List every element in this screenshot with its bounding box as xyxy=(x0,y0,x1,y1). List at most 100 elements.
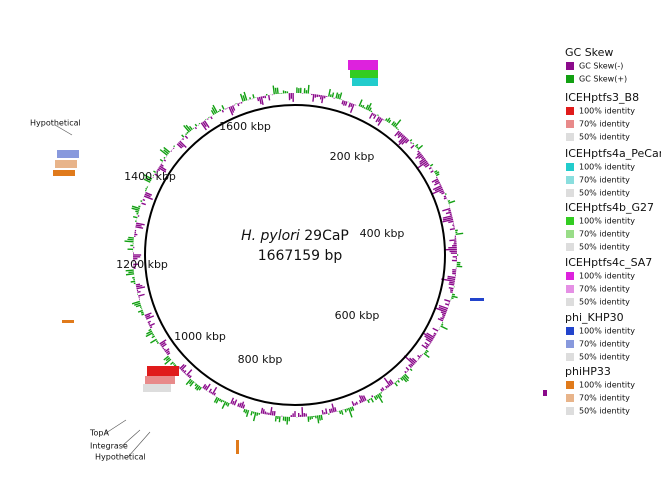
gc-skew-bar xyxy=(141,313,145,316)
legend-label: 50% identity xyxy=(579,298,630,307)
gc-skew-bar xyxy=(368,112,374,119)
gc-skew-bar xyxy=(442,218,454,223)
gc-skew-bar xyxy=(397,128,399,131)
gc-skew-bar xyxy=(252,412,257,422)
gc-skew-bar xyxy=(327,88,331,97)
gc-skew-bar xyxy=(181,369,185,373)
gc-skew-bar xyxy=(355,401,359,405)
gc-skew-bar xyxy=(449,228,455,231)
gc-skew-bar xyxy=(417,357,420,360)
gc-skew-bar xyxy=(177,141,184,148)
gc-skew-bar xyxy=(411,357,418,363)
gc-skew-bar xyxy=(450,291,453,294)
gc-skew-bar xyxy=(395,381,398,383)
gc-skew-bar xyxy=(135,210,139,213)
gc-skew-bar xyxy=(383,377,391,387)
gc-skew-bar xyxy=(262,409,265,414)
gc-skew-bar xyxy=(179,140,187,149)
gc-skew-bar xyxy=(131,205,141,210)
gc-skew-bar xyxy=(442,207,451,212)
gc-skew-bar xyxy=(230,397,235,405)
gc-skew-bar xyxy=(140,200,143,203)
gc-skew-bar xyxy=(442,216,453,221)
gc-skew-bar xyxy=(363,107,366,109)
legend-label: 70% identity xyxy=(579,340,630,349)
gc-skew-bar xyxy=(145,177,152,182)
gc-skew-bar xyxy=(210,391,213,394)
gc-skew-bar xyxy=(230,105,235,113)
gc-skew-bar xyxy=(249,97,252,100)
gc-skew-bar xyxy=(367,102,372,111)
hit-block xyxy=(62,320,74,323)
gc-skew-bar xyxy=(278,416,281,423)
gc-skew-bar xyxy=(205,383,211,391)
gc-skew-bar xyxy=(135,224,142,227)
gc-skew-bar xyxy=(147,320,151,324)
legend-swatch xyxy=(566,394,574,402)
gc-skew-bar xyxy=(256,412,259,416)
gc-skew-bar xyxy=(202,383,207,389)
gc-skew-bar xyxy=(448,283,455,286)
gc-skew-bar xyxy=(140,311,144,314)
gc-skew-bar xyxy=(340,409,344,415)
gc-skew-bar xyxy=(157,168,161,172)
gc-skew-bar xyxy=(173,145,176,148)
gc-skew-bar xyxy=(377,393,384,404)
hit-block xyxy=(57,150,79,158)
gc-skew-bar xyxy=(347,407,353,418)
gc-skew-bar xyxy=(321,95,324,104)
gc-skew-bar xyxy=(135,283,141,286)
gc-skew-bar xyxy=(416,160,428,170)
gc-skew-bar xyxy=(184,135,189,139)
gc-skew-bar xyxy=(385,118,388,122)
gc-skew-bar xyxy=(176,143,183,149)
gc-skew-bar xyxy=(220,399,223,403)
gc-skew-bar xyxy=(149,322,155,327)
position-label: 1600 kbp xyxy=(219,120,271,133)
gc-skew-bar xyxy=(145,332,154,338)
gc-skew-bar xyxy=(226,402,230,407)
hit-block xyxy=(348,60,378,70)
legend-label: 50% identity xyxy=(579,133,630,142)
legend-swatch xyxy=(566,107,574,115)
gc-skew-bar xyxy=(329,94,332,98)
gc-skew-bar xyxy=(378,393,383,398)
gc-skew-bar xyxy=(388,119,392,124)
gc-skew-bar xyxy=(397,131,402,136)
legend-label: 100% identity xyxy=(579,272,635,281)
gc-skew-bar xyxy=(349,103,355,114)
gc-skew-bar xyxy=(137,309,144,313)
gc-skew-bar xyxy=(444,299,451,303)
gc-skew-bar xyxy=(406,370,409,373)
gc-skew-bar xyxy=(449,281,455,284)
gc-skew-bar xyxy=(127,238,134,241)
gc-skew-bar xyxy=(348,102,352,108)
gc-skew-bar xyxy=(237,403,240,407)
gc-skew-bar xyxy=(212,104,218,114)
legend-title: GC Skew xyxy=(565,46,613,59)
gc-skew-bar xyxy=(338,410,342,415)
gc-skew-bar xyxy=(136,284,143,288)
gc-skew-bar xyxy=(380,392,383,394)
gc-skew-bar xyxy=(346,408,349,411)
gc-skew-bar xyxy=(445,211,452,215)
gc-skew-bar xyxy=(423,332,434,340)
gc-skew-bar xyxy=(442,315,445,319)
gc-skew-bar xyxy=(179,364,185,370)
gc-skew-bar xyxy=(434,181,441,186)
gc-skew-bar xyxy=(231,105,236,111)
gc-skew-bar xyxy=(165,357,171,362)
gc-skew-bar xyxy=(392,122,397,127)
gc-skew-bar xyxy=(394,130,400,137)
legend-swatch xyxy=(566,75,574,83)
gene-annotation: TopA xyxy=(89,429,110,438)
gc-skew-bar xyxy=(409,357,416,364)
gc-skew-bar xyxy=(362,395,367,401)
legend-title: ICEHptfs3_B8 xyxy=(565,91,639,104)
legend-swatch xyxy=(566,243,574,251)
gc-skew-bar xyxy=(449,239,457,242)
gc-skew-bar xyxy=(149,326,153,329)
gc-skew-bar xyxy=(375,394,379,399)
gc-skew-bar xyxy=(183,124,190,133)
